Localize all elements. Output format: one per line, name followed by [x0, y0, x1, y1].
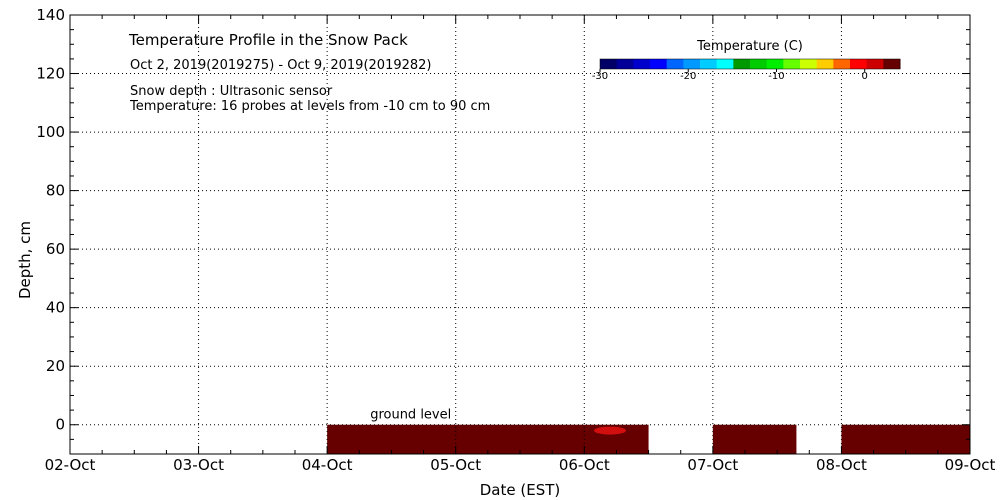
colorbar-swatch [800, 59, 818, 69]
chart-title: Temperature Profile in the Snow Pack [128, 31, 408, 49]
colorbar-swatch [616, 59, 634, 69]
x-tick-label: 03-Oct [173, 456, 224, 474]
heatmap-warm-spot [594, 426, 626, 435]
colorbar-swatch [600, 59, 618, 69]
heatmap-layer [327, 424, 970, 454]
heatmap-cell [841, 424, 970, 454]
y-tick-label: 20 [46, 357, 65, 375]
colorbar-tick-label: -30 [592, 71, 608, 82]
colorbar-swatch [833, 59, 851, 69]
colorbar-swatch [666, 59, 684, 69]
colorbar-title: Temperature (C) [696, 39, 803, 54]
chart-subtitle: Oct 2, 2019(2019275) - Oct 9, 2019(20192… [130, 58, 432, 73]
colorbar-swatch [750, 59, 768, 69]
colorbar-swatch [866, 59, 884, 69]
x-tick-label: 07-Oct [687, 456, 738, 474]
axis-ticks [69, 14, 971, 455]
colorbar-swatch [700, 59, 718, 69]
y-axis-label: Depth, cm [16, 221, 34, 299]
y-tick-label: 0 [55, 416, 65, 434]
colorbar-swatch [783, 59, 801, 69]
colorbar-frame [599, 58, 901, 70]
colorbar-swatch [816, 59, 834, 69]
colorbar-swatch [650, 59, 668, 69]
note-temperature: Temperature: 16 probes at levels from -1… [129, 99, 490, 114]
colorbar-swatch [683, 59, 701, 69]
colorbar-legend: Temperature (C) -30 -20 -10 0 [592, 39, 901, 82]
colorbar-ticks: -30 -20 -10 0 [592, 69, 868, 82]
x-tick-label: 09-Oct [945, 456, 996, 474]
y-tick-label: 60 [46, 240, 65, 258]
colorbar-tick-label: -10 [768, 71, 784, 82]
colorbar-swatch [883, 59, 901, 69]
heatmap-cell [712, 424, 797, 454]
colorbar-tick-label: -20 [680, 71, 696, 82]
y-tick-label: 40 [46, 299, 65, 317]
x-tick-label: 04-Oct [302, 456, 353, 474]
colorbar-swatch [766, 59, 784, 69]
colorbar-swatches [599, 58, 901, 70]
y-tick-label: 80 [46, 182, 65, 200]
x-tick-label: 08-Oct [816, 456, 867, 474]
colorbar-swatch [850, 59, 868, 69]
ground-level-label: ground level [370, 408, 451, 423]
grid-lines [70, 15, 970, 454]
y-tick-label: 120 [36, 65, 65, 83]
note-snow-depth: Snow depth : Ultrasonic sensor [130, 84, 333, 99]
x-tick-label: 06-Oct [559, 456, 610, 474]
colorbar-swatch [733, 59, 751, 69]
tick-labels: 02-Oct 03-Oct 04-Oct 05-Oct 06-Oct 07-Oct 08-O… [36, 6, 995, 474]
plot-frame [69, 14, 971, 455]
x-tick-label: 02-Oct [45, 456, 96, 474]
colorbar-swatch [633, 59, 651, 69]
y-tick-label: 100 [36, 123, 65, 141]
y-tick-label: 140 [36, 6, 65, 24]
x-tick-label: 05-Oct [430, 456, 481, 474]
x-axis-label: Date (EST) [480, 481, 561, 499]
colorbar-tick-label: 0 [862, 71, 868, 82]
colorbar-swatch [716, 59, 734, 69]
